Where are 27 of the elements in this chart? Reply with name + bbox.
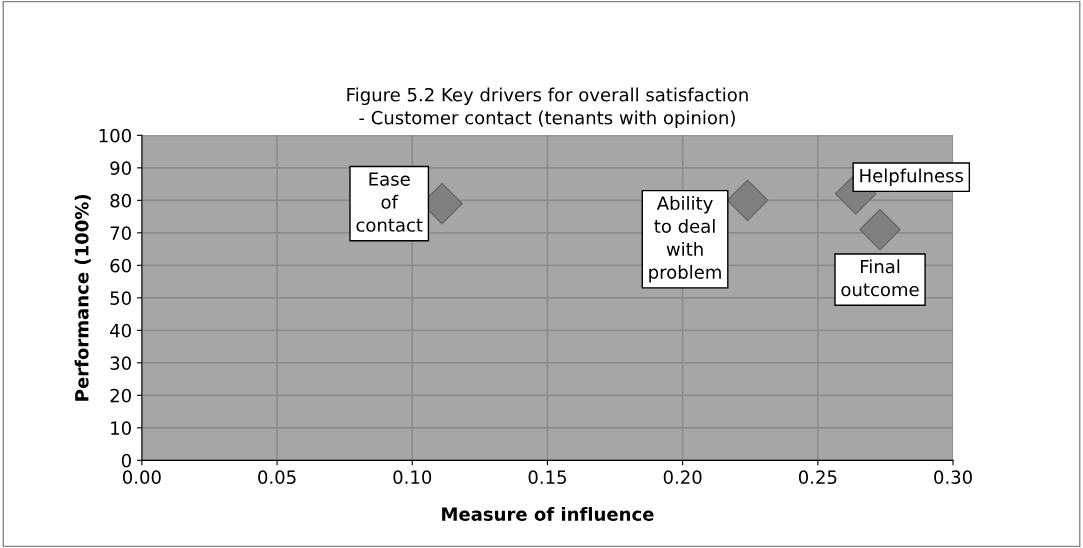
y-tick-label: 50 [110, 291, 131, 305]
y-tick-label: 60 [110, 258, 131, 273]
y-tick-label: 20 [110, 388, 131, 403]
point [859, 208, 901, 251]
annotation: Ease of contact [356, 172, 423, 232]
x-tick-label: 0.20 [663, 470, 702, 485]
y-tick-label: 100 [99, 128, 131, 143]
point [726, 179, 769, 222]
y-tick-label: 80 [110, 193, 131, 208]
y-tick-label: 30 [110, 356, 131, 370]
y-axis-title: Performance (100%) [74, 194, 91, 401]
x-tick-label: 0.00 [122, 470, 161, 485]
chart-title: Figure 5.2 Key drivers for overall satisfaction - Customer contact (tenants with opinion) [347, 87, 748, 128]
y-tick-label: 10 [111, 421, 131, 435]
y-tick-label: 40 [110, 323, 131, 338]
x-tick-label: 0.25 [798, 470, 837, 485]
y-tick-label: 70 [110, 226, 131, 240]
x-tick-label: 0.10 [393, 470, 432, 485]
x-tick-label: 0.30 [934, 470, 972, 485]
x-axis-title: Measure of influence [442, 506, 654, 521]
annotation: Final outcome [841, 259, 919, 297]
annotation: Helpfulness [860, 168, 964, 186]
annotation: Ability to deal with problem [649, 196, 721, 283]
x-tick-label: 0.05 [258, 470, 296, 485]
y-tick-label: 0 [121, 453, 131, 468]
y-tick-label: 90 [110, 161, 131, 175]
x-tick-label: 0.15 [528, 470, 566, 485]
